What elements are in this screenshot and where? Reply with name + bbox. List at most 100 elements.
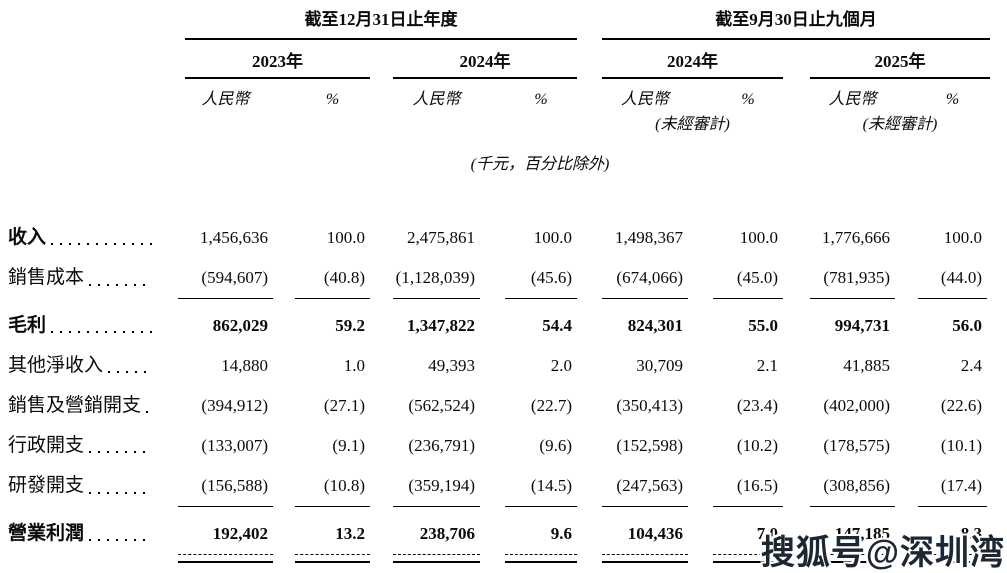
cell-value: 994,731 (834, 316, 890, 335)
cell-value: 104,436 (627, 524, 683, 543)
unaudited-note: (未經審計) (862, 116, 938, 133)
cell-value: (14.5) (505, 466, 577, 507)
row-spacer (0, 298, 987, 306)
cell-value: 100.0 (326, 228, 365, 247)
cell-value: 14,880 (221, 356, 268, 375)
cell-value: 54.4 (542, 316, 572, 335)
cell-value: (17.4) (918, 466, 987, 507)
cell-value: 13.2 (335, 524, 365, 543)
cell-value: (10.8) (295, 466, 370, 507)
cell-value: 2.0 (550, 356, 572, 375)
leader-dots (84, 258, 152, 299)
cell-value: (156,588) (178, 466, 273, 507)
percent-header: % (945, 91, 960, 108)
row-label: 研發開支 (0, 466, 178, 507)
row-label: 銷售成本 (0, 258, 178, 299)
cell-value: (350,413) (616, 396, 683, 415)
column-subheaders: 人民幣 % 人民幣 % 人民幣 % 人民幣 % (0, 90, 987, 110)
cell-value: (308,856) (810, 466, 895, 507)
cell-value: 862,029 (212, 316, 268, 335)
units-note: (千元，百分比除外) (470, 156, 610, 173)
row-label: 行政開支 (0, 426, 178, 466)
cell-value: 2.1 (756, 356, 778, 375)
leader-dots (84, 466, 152, 507)
cell-value: 7.0 (756, 524, 778, 543)
cell-value: 2,475,861 (407, 228, 475, 247)
cell-value: 1,456,636 (200, 228, 268, 247)
group-title-annual: 截至12月31日止年度 (304, 10, 458, 29)
cell-value: (44.0) (918, 258, 987, 299)
cell-value: (562,524) (408, 396, 475, 415)
row-label: 其他淨收入 (0, 346, 178, 386)
leader-dots (141, 386, 152, 426)
cell-value: (27.1) (323, 396, 365, 415)
cell-value: (1,128,039) (393, 258, 480, 299)
cell-value: 59.2 (335, 316, 365, 335)
year-header-2024-interim: 2024年 (667, 52, 718, 71)
cell-value: (152,598) (616, 436, 683, 455)
cell-value: (9.1) (332, 436, 365, 455)
table-body: 收入 1,456,636 100.0 2,475,861 100.0 1,498… (0, 218, 987, 563)
cell-value: (674,066) (602, 258, 688, 299)
cell-value: 49,393 (428, 356, 475, 375)
leader-dots (103, 346, 152, 386)
year-rule (185, 77, 370, 79)
cell-value: (236,791) (408, 436, 475, 455)
percent-header: % (325, 91, 340, 108)
currency-header: 人民幣 (828, 91, 877, 108)
percent-header: % (741, 91, 755, 108)
cell-value: (40.8) (295, 258, 370, 299)
cell-value: (781,935) (810, 258, 895, 299)
cell-value: 1,347,822 (407, 316, 475, 335)
cell-value: (16.5) (713, 466, 783, 507)
percent-header: % (534, 91, 548, 108)
cell-value: 55.0 (748, 316, 778, 335)
cell-value: (10.2) (736, 436, 778, 455)
row-spacer (0, 506, 987, 514)
leader-dots (84, 514, 152, 554)
cell-value: (10.1) (940, 436, 982, 455)
cell-value: 30,709 (636, 356, 683, 375)
table-row-cost-of-sales: 銷售成本 (594,607) (40.8) (1,128,039) (45.6)… (0, 258, 987, 299)
table-row-operating-profit: 營業利潤 192,402 13.2 238,706 9.6 104,436 7.… (0, 514, 987, 554)
cell-value: 41,885 (843, 356, 890, 375)
group-title-interim: 截至9月30日止九個月 (715, 10, 877, 29)
leader-dots (84, 426, 152, 466)
cell-value: (9.6) (539, 436, 572, 455)
total-double-rule (0, 554, 987, 563)
table-row-rd-expenses: 研發開支 (156,588) (10.8) (359,194) (14.5) (… (0, 466, 987, 507)
year-rule (810, 77, 990, 79)
cell-value: (45.0) (713, 258, 783, 299)
cell-value: (359,194) (393, 466, 480, 507)
year-rule (393, 77, 577, 79)
cell-value: (178,575) (823, 436, 890, 455)
leader-dots (46, 218, 152, 258)
cell-value: (402,000) (823, 396, 890, 415)
watermark: 搜狐号@深圳湾 (760, 534, 1005, 572)
currency-header: 人民幣 (201, 91, 250, 108)
cell-value: (133,007) (201, 436, 268, 455)
cell-value: 238,706 (419, 524, 475, 543)
year-header-2023: 2023年 (252, 52, 303, 71)
cell-value: 824,301 (627, 316, 683, 335)
table-row-administrative-expenses: 行政開支 (133,007) (9.1) (236,791) (9.6) (15… (0, 426, 987, 466)
cell-value: 9.6 (550, 524, 572, 543)
cell-value: (45.6) (505, 258, 577, 299)
row-label: 毛利 (0, 306, 178, 346)
table-row-revenue: 收入 1,456,636 100.0 2,475,861 100.0 1,498… (0, 218, 987, 258)
cell-value: 100.0 (533, 228, 572, 247)
currency-header: 人民幣 (620, 91, 669, 108)
cell-value: 100.0 (739, 228, 778, 247)
cell-value: 2.4 (960, 356, 982, 375)
cell-value: 1.0 (343, 356, 365, 375)
table-row-other-net-income: 其他淨收入 14,880 1.0 49,393 2.0 30,709 2.1 4… (0, 346, 987, 386)
cell-value: (22.7) (530, 396, 572, 415)
cell-value: 56.0 (952, 316, 982, 335)
group-rule-interim (602, 38, 990, 40)
table-row-selling-marketing-expenses: 銷售及營銷開支 (394,912) (27.1) (562,524) (22.7… (0, 386, 987, 426)
year-header-2025-interim: 2025年 (874, 52, 926, 71)
leader-dots (46, 306, 152, 346)
unaudited-note: (未經審計) (655, 116, 730, 133)
cell-value: (247,563) (602, 466, 688, 507)
